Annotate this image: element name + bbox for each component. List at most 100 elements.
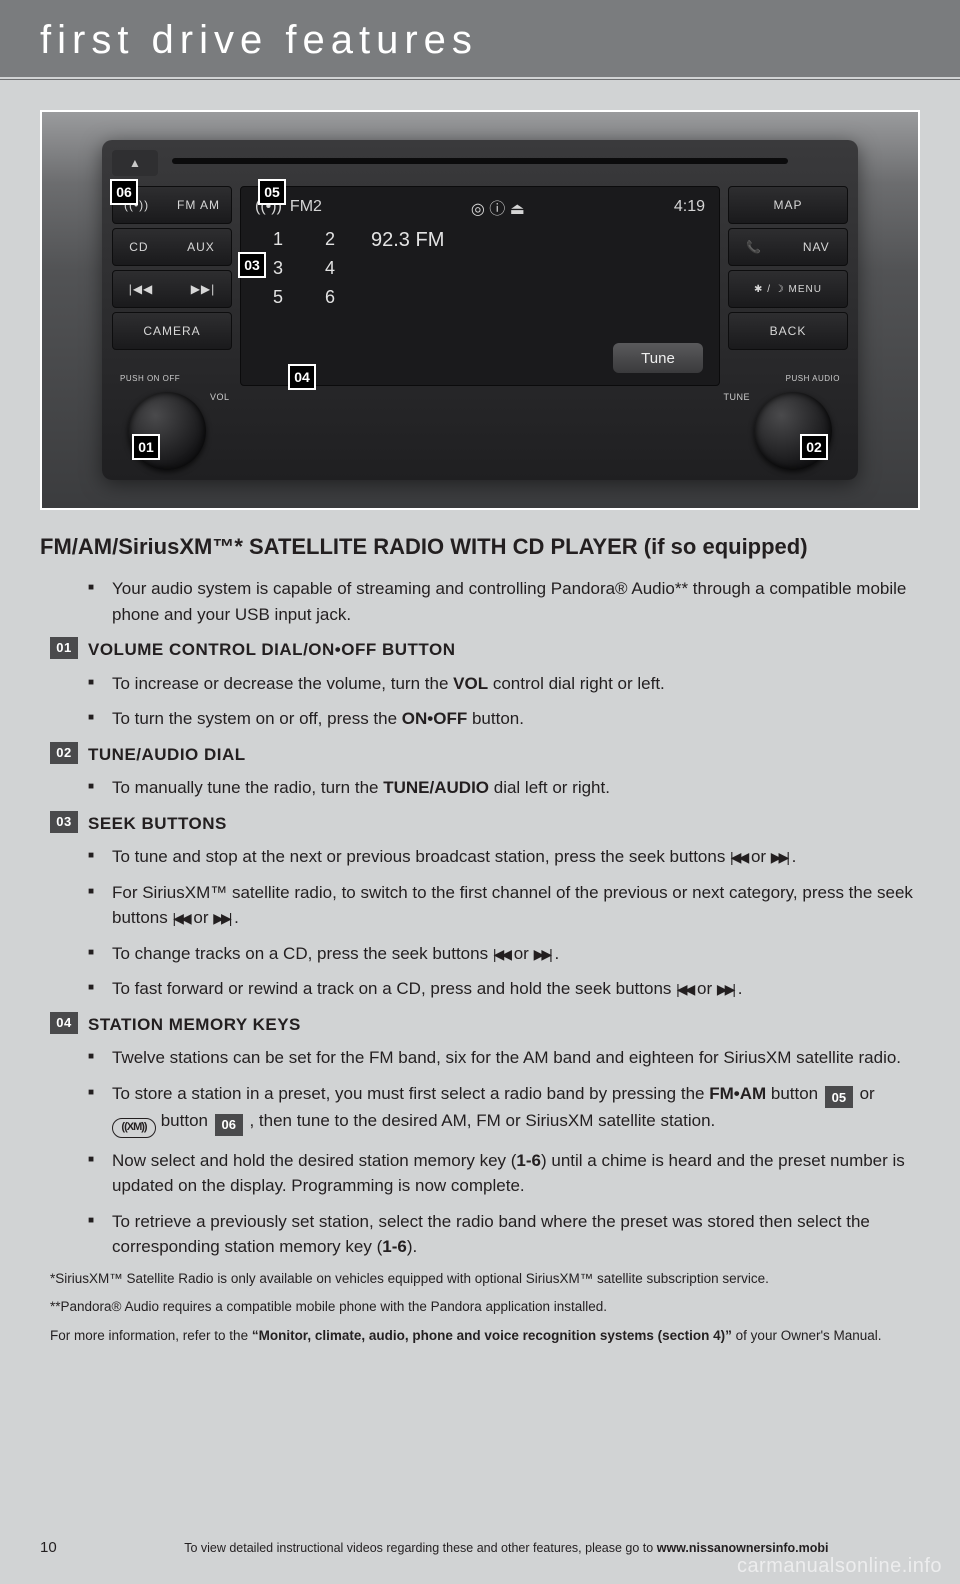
onoff-label: PUSH ON OFF: [120, 375, 180, 384]
page-number: 10: [40, 1539, 57, 1556]
callout-05: 05: [258, 179, 286, 205]
inline-box-06: 06: [215, 1114, 243, 1136]
t: dial left or right.: [489, 778, 610, 797]
page-footer: 10 To view detailed instructional videos…: [0, 1539, 960, 1556]
footer-text: To view detailed instructional videos re…: [93, 1541, 920, 1555]
sec04-bullet4: To retrieve a previously set station, se…: [40, 1209, 920, 1260]
nav-button: 📞 NAV: [728, 228, 848, 266]
camera-button: CAMERA: [112, 312, 232, 350]
t: ).: [407, 1237, 417, 1256]
screen-clock: 4:19: [674, 198, 705, 216]
heading-01: 01 VOLUME CONTROL DIAL/ON•OFF BUTTON: [40, 637, 920, 663]
t: VOL: [453, 674, 488, 693]
sec03-bullet2: For SiriusXM™ satellite radio, to switch…: [40, 880, 920, 931]
fmam-label: FM AM: [177, 198, 220, 212]
left-button-column: ((•)) FM AM CD AUX |◀◀ ▶▶| CAMERA: [112, 186, 232, 350]
seek-next-icon: ▶▶|: [191, 282, 216, 296]
band-label: FM2: [290, 198, 322, 216]
menu-button: ✱ / ☽ MENU: [728, 270, 848, 308]
seek-next-icon: ▶▶|: [771, 847, 787, 868]
footnote-1: *SiriusXM™ Satellite Radio is only avail…: [50, 1270, 920, 1289]
sec02-bullet1: To manually tune the radio, turn the TUN…: [40, 775, 920, 801]
back-button: BACK: [728, 312, 848, 350]
t: FM•AM: [709, 1084, 766, 1103]
xm-inline-icon: ((XM)): [112, 1118, 156, 1138]
t: Now select and hold the desired station …: [112, 1151, 516, 1170]
heading-03: 03 SEEK BUTTONS: [40, 811, 920, 837]
t: button.: [467, 709, 524, 728]
t: or: [189, 908, 214, 927]
watermark: carmanualsonline.info: [737, 1555, 942, 1578]
section-title: FM/AM/SiriusXM™* SATELLITE RADIO WITH CD…: [40, 534, 920, 560]
t: 1-6: [382, 1237, 407, 1256]
sec04-bullet1: Twelve stations can be set for the FM ba…: [40, 1045, 920, 1071]
num-box-03: 03: [50, 811, 78, 833]
screen-frequency: 92.3 FM: [371, 229, 444, 252]
heading-04-text: STATION MEMORY KEYS: [88, 1015, 301, 1034]
t: of your Owner's Manual.: [732, 1328, 882, 1343]
right-button-column: MAP 📞 NAV ✱ / ☽ MENU BACK: [728, 186, 848, 350]
chapter-header: first drive features: [0, 0, 960, 77]
radio-screen: ((•)) FM2 ◎ ⓘ ⏏ 4:19 1 2 3 4 5 6 92.3 FM…: [240, 186, 720, 386]
callout-02: 02: [800, 434, 828, 460]
t: or: [746, 847, 771, 866]
t: To view detailed instructional videos re…: [184, 1541, 657, 1555]
t: “Monitor, climate, audio, phone and voic…: [252, 1328, 732, 1343]
seek-buttons: |◀◀ ▶▶|: [112, 270, 232, 308]
screen-status-bar: ((•)) FM2 ◎ ⓘ ⏏ 4:19: [251, 193, 709, 225]
sec03-bullet4: To fast forward or rewind a track on a C…: [40, 976, 920, 1002]
t: .: [229, 908, 238, 927]
nav-label: NAV: [803, 240, 830, 254]
t: ON•OFF: [402, 709, 467, 728]
t: 1-6: [516, 1151, 541, 1170]
t: .: [733, 979, 742, 998]
t: control dial right or left.: [488, 674, 665, 693]
heading-02-text: TUNE/AUDIO DIAL: [88, 745, 246, 764]
radio-photo: ▲ ((•)) FM AM CD AUX |◀◀ ▶▶| CAMERA MAP: [40, 110, 920, 510]
t: For more information, refer to the: [50, 1328, 252, 1343]
heading-02: 02 TUNE/AUDIO DIAL: [40, 742, 920, 768]
seek-prev-icon: |◀◀: [129, 282, 154, 296]
seek-prev-icon: |◀◀: [493, 944, 509, 965]
t: or: [509, 944, 534, 963]
sec03-bullet3: To change tracks on a CD, press the seek…: [40, 941, 920, 967]
t: To change tracks on a CD, press the seek…: [112, 944, 493, 963]
screen-tune-button: Tune: [613, 343, 703, 373]
t: or: [855, 1084, 875, 1103]
preset-1: 1: [261, 229, 295, 250]
page-content: ▲ ((•)) FM AM CD AUX |◀◀ ▶▶| CAMERA MAP: [0, 80, 960, 1346]
callout-01: 01: [132, 434, 160, 460]
t: or: [692, 979, 717, 998]
audio-label: PUSH AUDIO: [786, 375, 840, 384]
num-box-04: 04: [50, 1012, 78, 1034]
seek-next-icon: ▶▶|: [717, 979, 733, 1000]
seek-next-icon: ▶▶|: [213, 908, 229, 929]
t: .: [787, 847, 796, 866]
callout-04: 04: [288, 364, 316, 390]
footnote-2: **Pandora® Audio requires a compatible m…: [50, 1298, 920, 1317]
preset-3: 3: [261, 258, 295, 279]
preset-6: 6: [313, 287, 347, 308]
vol-label: VOL: [210, 392, 230, 402]
t: To retrieve a previously set station, se…: [112, 1212, 870, 1257]
seek-prev-icon: |◀◀: [676, 979, 692, 1000]
preset-5: 5: [261, 287, 295, 308]
cd-aux-button: CD AUX: [112, 228, 232, 266]
preset-2: 2: [313, 229, 347, 250]
t: To store a station in a preset, you must…: [112, 1084, 709, 1103]
cd-slot: [172, 158, 788, 164]
t: .: [550, 944, 559, 963]
heading-04: 04 STATION MEMORY KEYS: [40, 1012, 920, 1038]
sec01-bullet1: To increase or decrease the volume, turn…: [40, 671, 920, 697]
sec03-bullet1: To tune and stop at the next or previous…: [40, 844, 920, 870]
preset-grid: 1 2 3 4 5 6: [261, 229, 709, 308]
seek-next-icon: ▶▶|: [534, 944, 550, 965]
radio-bezel: ▲ ((•)) FM AM CD AUX |◀◀ ▶▶| CAMERA MAP: [102, 140, 858, 480]
t: To increase or decrease the volume, turn…: [112, 674, 453, 693]
footer-url: www.nissanownersinfo.mobi: [657, 1541, 829, 1555]
heading-03-text: SEEK BUTTONS: [88, 814, 227, 833]
t: , then tune to the desired AM, FM or Sir…: [245, 1111, 716, 1130]
footnote-3: For more information, refer to the “Moni…: [50, 1327, 920, 1346]
sec04-bullet3: Now select and hold the desired station …: [40, 1148, 920, 1199]
eject-button: ▲: [112, 150, 158, 176]
